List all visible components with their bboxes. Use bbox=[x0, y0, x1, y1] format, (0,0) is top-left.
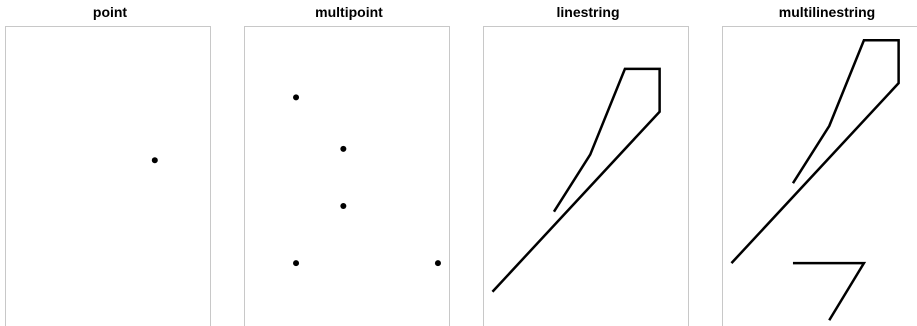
panel-frame bbox=[244, 26, 450, 326]
panel-frame bbox=[5, 26, 211, 326]
panel-multipoint bbox=[244, 26, 450, 326]
multipoint-point-2 bbox=[340, 203, 347, 209]
panel-linestring bbox=[483, 26, 689, 326]
panel-title-linestring: linestring bbox=[556, 4, 620, 20]
panel-title-point: point bbox=[92, 4, 128, 20]
panel-point bbox=[5, 26, 211, 326]
panel-title-multilinestring: multilinestring bbox=[778, 4, 876, 20]
multipoint-point-1 bbox=[340, 145, 347, 152]
panel-multilinestring bbox=[722, 26, 917, 326]
multilinestring-line-1 bbox=[792, 261, 867, 321]
panel-frame bbox=[722, 26, 917, 326]
multilinestring-line-0 bbox=[730, 39, 900, 264]
panel-frame bbox=[483, 26, 689, 326]
multipoint-point-3 bbox=[293, 260, 300, 267]
panel-title-multipoint: multipoint bbox=[315, 4, 383, 20]
linestring-line-0 bbox=[491, 67, 661, 293]
point-point-0 bbox=[151, 157, 158, 164]
multipoint-point-4 bbox=[434, 260, 441, 267]
multipoint-point-0 bbox=[293, 94, 300, 101]
